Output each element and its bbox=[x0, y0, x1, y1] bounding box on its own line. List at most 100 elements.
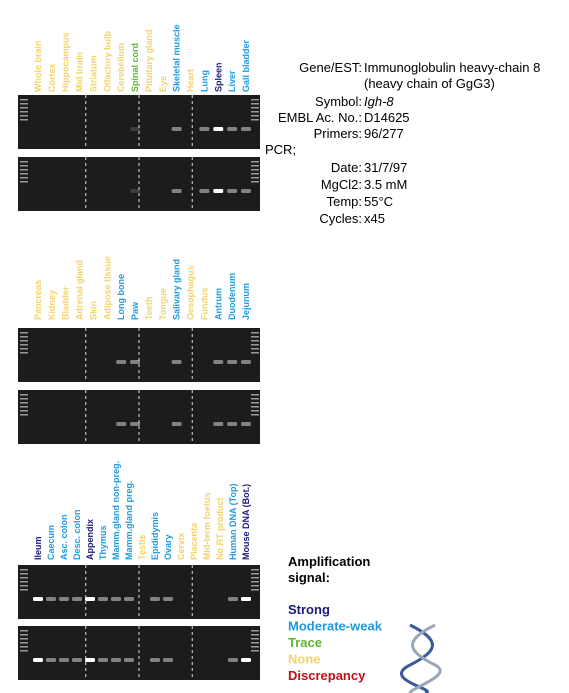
band bbox=[59, 658, 69, 662]
lane-label: Tongue bbox=[158, 288, 168, 320]
band bbox=[85, 597, 95, 601]
ladder bbox=[251, 111, 259, 113]
ladder bbox=[251, 573, 259, 575]
ladder bbox=[20, 348, 28, 350]
lane-label: Mamm.gland preg. bbox=[124, 480, 134, 560]
lane-label: Mamm.gland non-preg. bbox=[111, 461, 121, 560]
ladder bbox=[20, 630, 28, 632]
ladder bbox=[251, 589, 259, 591]
ladder bbox=[20, 402, 28, 404]
band bbox=[124, 597, 134, 601]
lane-label: Ileum bbox=[33, 536, 43, 560]
lane-label: Mid-term foetus bbox=[202, 493, 212, 561]
lane-label: Caecum bbox=[46, 525, 56, 560]
lane-label: Lung bbox=[199, 70, 209, 92]
lane-label: Ovary bbox=[163, 534, 173, 560]
lane-label: Thymus bbox=[98, 525, 108, 560]
info-value: x45 bbox=[364, 211, 385, 226]
ladder bbox=[251, 107, 259, 109]
band bbox=[228, 658, 238, 662]
lane-label: Heart bbox=[186, 69, 196, 92]
lane-label: No RT product bbox=[215, 498, 225, 561]
ladder bbox=[251, 642, 259, 644]
lane-label: Desc. colon bbox=[72, 509, 82, 560]
ladder bbox=[251, 414, 259, 416]
band bbox=[116, 360, 127, 364]
ladder bbox=[20, 650, 28, 652]
band bbox=[171, 189, 182, 193]
ladder bbox=[20, 577, 28, 579]
ladder bbox=[20, 99, 28, 101]
info-value: 55°C bbox=[364, 194, 393, 209]
ladder bbox=[20, 573, 28, 575]
ladder bbox=[251, 103, 259, 105]
lane-label: Spinal cord bbox=[130, 43, 140, 92]
lane-label: Salivary gland bbox=[172, 259, 182, 320]
lane-label: Duodenum bbox=[227, 273, 237, 320]
ladder bbox=[20, 634, 28, 636]
band bbox=[130, 189, 141, 193]
legend-item: Strong bbox=[288, 602, 330, 617]
ladder bbox=[20, 169, 28, 171]
band bbox=[241, 658, 251, 662]
lane-label: Olfactory bulb bbox=[102, 30, 112, 92]
ladder bbox=[251, 177, 259, 179]
lane-label: Pituitary gland bbox=[144, 29, 154, 92]
lane-label: Adrenal gland bbox=[75, 260, 85, 320]
ladder bbox=[251, 398, 259, 400]
lane-label: Mouse DNA (Bot.) bbox=[241, 484, 251, 560]
info-label: Symbol: bbox=[315, 94, 362, 109]
band bbox=[213, 422, 224, 426]
band bbox=[33, 597, 43, 601]
ladder bbox=[20, 111, 28, 113]
ladder bbox=[251, 165, 259, 167]
legend-item: Trace bbox=[288, 635, 322, 650]
info-value: Igh-8 bbox=[364, 94, 394, 109]
ladder bbox=[20, 638, 28, 640]
band bbox=[199, 189, 210, 193]
band bbox=[171, 360, 182, 364]
band bbox=[227, 127, 238, 131]
ladder bbox=[20, 585, 28, 587]
legend-item: None bbox=[288, 652, 321, 667]
ladder bbox=[20, 406, 28, 408]
band bbox=[213, 189, 224, 193]
band bbox=[171, 422, 182, 426]
ladder bbox=[251, 569, 259, 571]
info-label: Gene/EST: bbox=[299, 60, 362, 75]
info-value: 96/277 bbox=[364, 126, 404, 141]
band bbox=[59, 597, 69, 601]
ladder bbox=[20, 344, 28, 346]
ladder bbox=[20, 336, 28, 338]
ladder bbox=[251, 161, 259, 163]
ladder bbox=[20, 394, 28, 396]
lane-label: Cervix bbox=[176, 532, 186, 560]
band bbox=[116, 422, 127, 426]
ladder bbox=[20, 119, 28, 121]
lane-label: Whole brain bbox=[33, 41, 43, 93]
legend-title: Amplification signal: bbox=[288, 554, 370, 585]
band bbox=[72, 658, 82, 662]
lane-label: Epididymis bbox=[150, 512, 160, 560]
pcr-heading: PCR; bbox=[265, 142, 296, 157]
band bbox=[241, 127, 251, 131]
band bbox=[130, 127, 141, 131]
band bbox=[241, 597, 251, 601]
ladder bbox=[20, 173, 28, 175]
lane-label: Teeth bbox=[144, 297, 154, 320]
lane-label: Long bone bbox=[116, 274, 126, 320]
band bbox=[46, 597, 56, 601]
ladder bbox=[20, 642, 28, 644]
ladder bbox=[251, 115, 259, 117]
ladder bbox=[251, 119, 259, 121]
ladder bbox=[20, 161, 28, 163]
band bbox=[163, 597, 173, 601]
lane-label: Jejunum bbox=[241, 283, 251, 320]
lane-label: Bladder bbox=[61, 286, 71, 320]
band bbox=[213, 127, 224, 131]
band bbox=[98, 597, 108, 601]
lane-label: Skeletal muscle bbox=[172, 24, 182, 92]
info-label: Primers: bbox=[314, 126, 362, 141]
info-label: Cycles: bbox=[319, 211, 362, 226]
